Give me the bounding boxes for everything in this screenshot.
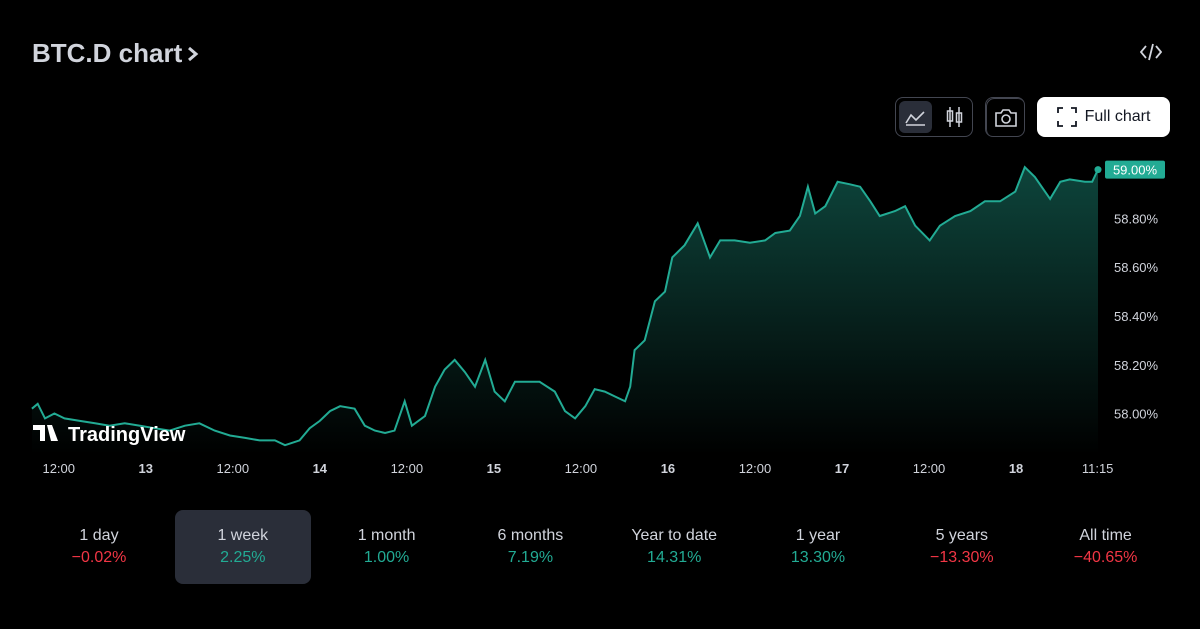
last-point [1094,166,1102,174]
period-label: 1 week [217,527,269,544]
chart-style-toggle [895,97,973,137]
period-tab[interactable]: 6 months 7.19% [462,510,598,584]
x-tick-label: 12:00 [391,461,424,476]
title[interactable]: BTC.D chart [32,38,200,69]
period-change: −40.65% [1073,549,1138,566]
y-tick-label: 58.00% [1114,407,1159,422]
title-text: BTC.D chart [32,38,183,68]
full-chart-label: Full chart [1084,108,1151,125]
snapshot-button[interactable] [985,97,1025,137]
full-chart-button[interactable]: Full chart [1037,97,1170,137]
period-tab[interactable]: 1 day −0.02% [31,510,167,584]
x-tick-label: 12:00 [913,461,946,476]
line-style-button[interactable] [899,101,932,133]
period-tab[interactable]: 5 years −13.30% [894,510,1030,584]
period-tab[interactable]: Year to date 14.31% [606,510,742,584]
period-tab[interactable]: All time −40.65% [1038,510,1174,584]
period-label: 1 month [357,527,416,544]
period-label: All time [1079,527,1132,544]
period-label: Year to date [631,527,718,544]
area [31,167,1098,455]
period-tab[interactable]: 1 week 2.25% [174,510,311,584]
chevron [188,46,199,62]
period-change: −0.02% [71,549,127,566]
x-tick-label: 12:00 [217,461,250,476]
y-tick-label: 58.80% [1114,211,1159,226]
period-label: 5 years [935,527,989,544]
watermark: TradingView [33,424,186,446]
y-tick-label: 58.20% [1114,358,1159,373]
period-tab[interactable]: 1 month 1.00% [319,510,455,584]
x-tick-label: 14 [313,461,328,476]
watermark-text: TradingView [68,424,186,446]
period-label: 6 months [497,527,564,544]
x-tick-label: 12:00 [739,461,772,476]
price-line [31,165,1099,447]
period-tab[interactable]: 1 year 13.30% [750,510,886,584]
y-tick-label: 58.60% [1114,260,1159,275]
period-change: 7.19% [507,549,554,566]
embed-icon[interactable] [1140,42,1162,62]
candle-style-button[interactable] [938,101,971,133]
x-tick-label: 15 [487,461,501,476]
x-tick-label: 17 [835,461,849,476]
fullscreen-icon [1056,107,1077,127]
x-tick-label: 11:15 [1082,461,1114,476]
period-change: −13.30% [929,549,994,566]
period-label: 1 year [795,527,841,544]
y-tick-label: 58.40% [1114,309,1159,324]
last-price-label: 59.00% [1113,163,1158,178]
period-change: 1.00% [363,549,410,566]
x-tick-label: 12:00 [42,461,75,476]
period-label: 1 day [79,527,119,544]
last-price-badge [1105,160,1165,179]
x-tick-label: 16 [661,461,675,476]
period-change: 2.25% [220,549,266,566]
x-tick-label: 12:00 [565,461,598,476]
x-tick-label: 18 [1009,461,1023,476]
chart: 58.00% 58.20% 58.40% 58.60% 58.80% 12:00 13 12:… [31,160,1165,476]
x-tick-label: 13 [139,461,153,476]
period-change: 13.30% [790,549,846,566]
period-change: 14.31% [647,549,702,566]
